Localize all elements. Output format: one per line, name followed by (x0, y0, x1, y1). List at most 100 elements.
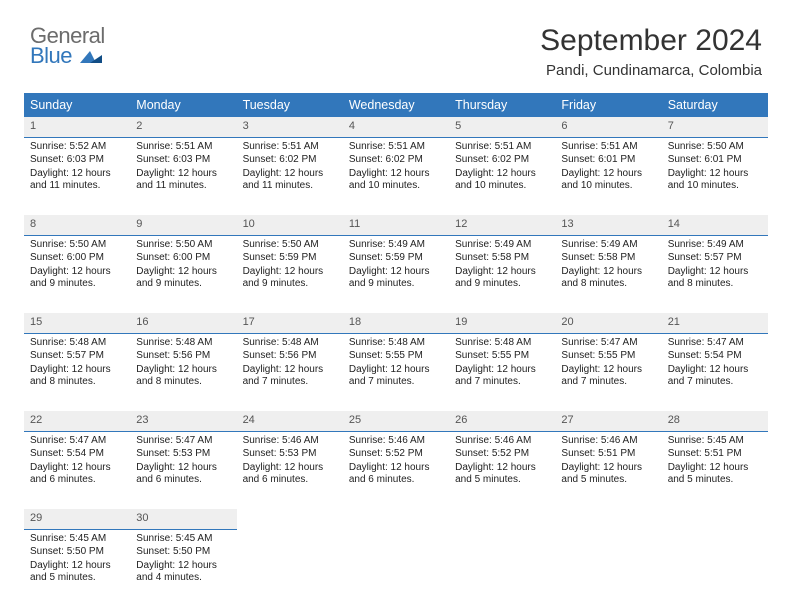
daylight-line: Daylight: 12 hours and 4 minutes. (136, 560, 230, 585)
weekday-header: Friday (555, 93, 661, 117)
day-number: 16 (130, 313, 236, 334)
day-number: 20 (555, 313, 661, 334)
calendar-day-cell: 4Sunrise: 5:51 AMSunset: 6:02 PMDaylight… (343, 117, 449, 215)
day-number: 22 (24, 411, 130, 432)
sunrise-line: Sunrise: 5:46 AM (243, 435, 337, 448)
daylight-line: Daylight: 12 hours and 10 minutes. (349, 168, 443, 193)
sunset-line: Sunset: 5:55 PM (349, 350, 443, 363)
daylight-line: Daylight: 12 hours and 6 minutes. (30, 462, 124, 487)
sunset-line: Sunset: 6:02 PM (349, 154, 443, 167)
daylight-line: Daylight: 12 hours and 7 minutes. (349, 364, 443, 389)
calendar-week-row: 8Sunrise: 5:50 AMSunset: 6:00 PMDaylight… (24, 215, 768, 313)
daylight-line: Daylight: 12 hours and 10 minutes. (455, 168, 549, 193)
weekday-header: Saturday (662, 93, 768, 117)
sunset-line: Sunset: 5:51 PM (561, 448, 655, 461)
day-number: 8 (24, 215, 130, 236)
sunset-line: Sunset: 5:54 PM (668, 350, 762, 363)
calendar-day-cell: 10 Sunrise: 5:50 AMSunset: 5:59 PMDayligh… (237, 215, 343, 313)
sunrise-line: Sunrise: 5:50 AM (668, 141, 762, 154)
day-number: 3 (237, 117, 343, 138)
daylight-line: Daylight: 12 hours and 11 minutes. (30, 168, 124, 193)
day-number: 15 (24, 313, 130, 334)
sunset-line: Sunset: 6:03 PM (136, 154, 230, 167)
day-number: 9 (130, 215, 236, 236)
day-number: 2 (130, 117, 236, 138)
logo-line2: Blue (30, 43, 72, 68)
daylight-line: Daylight: 12 hours and 11 minutes. (243, 168, 337, 193)
sunrise-line: Sunrise: 5:51 AM (243, 141, 337, 154)
sunset-line: Sunset: 6:02 PM (243, 154, 337, 167)
daylight-line: Daylight: 12 hours and 5 minutes. (455, 462, 549, 487)
calendar-day-cell: 1Sunrise: 5:52 AMSunset: 6:03 PMDaylight… (24, 117, 130, 215)
daylight-line: Daylight: 12 hours and 10 minutes. (561, 168, 655, 193)
sunrise-line: Sunrise: 5:47 AM (30, 435, 124, 448)
daylight-line: Daylight: 12 hours and 8 minutes. (561, 266, 655, 291)
day-number: 14 (662, 215, 768, 236)
sunset-line: Sunset: 5:55 PM (455, 350, 549, 363)
daylight-line: Daylight: 12 hours and 8 minutes. (136, 364, 230, 389)
weekday-header-row: Sunday Monday Tuesday Wednesday Thursday… (24, 93, 768, 117)
daylight-line: Daylight: 12 hours and 9 minutes. (136, 266, 230, 291)
daylight-line: Daylight: 12 hours and 5 minutes. (30, 560, 124, 585)
daylight-line: Daylight: 12 hours and 6 minutes. (243, 462, 337, 487)
daylight-line: Daylight: 12 hours and 7 minutes. (243, 364, 337, 389)
weekday-header: Tuesday (237, 93, 343, 117)
logo: General Blue (30, 26, 140, 66)
calendar-week-row: 15Sunrise: 5:48 AMSunset: 5:57 PMDayligh… (24, 313, 768, 411)
daylight-line: Daylight: 12 hours and 5 minutes. (561, 462, 655, 487)
daylight-line: Daylight: 12 hours and 8 minutes. (30, 364, 124, 389)
calendar-day-cell (343, 509, 449, 607)
sunset-line: Sunset: 5:53 PM (136, 448, 230, 461)
sunrise-line: Sunrise: 5:48 AM (455, 337, 549, 350)
sunrise-line: Sunrise: 5:51 AM (349, 141, 443, 154)
calendar-day-cell: 29Sunrise: 5:45 AMSunset: 5:50 PMDayligh… (24, 509, 130, 607)
calendar-day-cell: 23Sunrise: 5:47 AMSunset: 5:53 PMDayligh… (130, 411, 236, 509)
sunrise-line: Sunrise: 5:49 AM (349, 239, 443, 252)
calendar-table: Sunday Monday Tuesday Wednesday Thursday… (24, 93, 768, 607)
calendar-day-cell: 20 Sunrise: 5:47 AMSunset: 5:55 PMDayligh… (555, 313, 661, 411)
calendar-day-cell: 28Sunrise: 5:45 AMSunset: 5:51 PMDayligh… (662, 411, 768, 509)
sunrise-line: Sunrise: 5:50 AM (243, 239, 337, 252)
daylight-line: Daylight: 12 hours and 8 minutes. (668, 266, 762, 291)
day-number: 29 (24, 509, 130, 530)
sunset-line: Sunset: 5:55 PM (561, 350, 655, 363)
daylight-line: Daylight: 12 hours and 9 minutes. (243, 266, 337, 291)
sunset-line: Sunset: 6:01 PM (561, 154, 655, 167)
daylight-line: Daylight: 12 hours and 9 minutes. (455, 266, 549, 291)
daylight-line: Daylight: 12 hours and 7 minutes. (561, 364, 655, 389)
day-number: 10 (237, 215, 343, 236)
calendar-day-cell: 17Sunrise: 5:48 AMSunset: 5:56 PMDayligh… (237, 313, 343, 411)
day-number: 26 (449, 411, 555, 432)
calendar-day-cell: 19Sunrise: 5:48 AMSunset: 5:55 PMDayligh… (449, 313, 555, 411)
sunset-line: Sunset: 5:57 PM (668, 252, 762, 265)
sunset-line: Sunset: 6:03 PM (30, 154, 124, 167)
sunset-line: Sunset: 5:59 PM (243, 252, 337, 265)
calendar-day-cell: 14Sunrise: 5:49 AMSunset: 5:57 PMDayligh… (662, 215, 768, 313)
day-number: 6 (555, 117, 661, 138)
calendar-day-cell: 27Sunrise: 5:46 AMSunset: 5:51 PMDayligh… (555, 411, 661, 509)
logo-triangle-icon (80, 46, 102, 66)
sunrise-line: Sunrise: 5:46 AM (349, 435, 443, 448)
calendar-day-cell: 8Sunrise: 5:50 AMSunset: 6:00 PMDaylight… (24, 215, 130, 313)
calendar-day-cell: 21Sunrise: 5:47 AMSunset: 5:54 PMDayligh… (662, 313, 768, 411)
sunrise-line: Sunrise: 5:50 AM (136, 239, 230, 252)
calendar-week-row: 29Sunrise: 5:45 AMSunset: 5:50 PMDayligh… (24, 509, 768, 607)
day-number: 7 (662, 117, 768, 138)
sunset-line: Sunset: 5:58 PM (561, 252, 655, 265)
sunrise-line: Sunrise: 5:46 AM (455, 435, 549, 448)
day-number: 12 (449, 215, 555, 236)
calendar-day-cell: 7Sunrise: 5:50 AMSunset: 6:01 PMDaylight… (662, 117, 768, 215)
sunrise-line: Sunrise: 5:47 AM (561, 337, 655, 350)
sunrise-line: Sunrise: 5:49 AM (455, 239, 549, 252)
day-number: 21 (662, 313, 768, 334)
calendar-page: General Blue September 2024 Pandi, Cundi… (0, 0, 792, 612)
sunrise-line: Sunrise: 5:50 AM (30, 239, 124, 252)
sunrise-line: Sunrise: 5:48 AM (136, 337, 230, 350)
day-number: 1 (24, 117, 130, 138)
calendar-day-cell: 30Sunrise: 5:45 AMSunset: 5:50 PMDayligh… (130, 509, 236, 607)
calendar-day-cell: 6Sunrise: 5:51 AMSunset: 6:01 PMDaylight… (555, 117, 661, 215)
sunrise-line: Sunrise: 5:47 AM (136, 435, 230, 448)
day-number: 17 (237, 313, 343, 334)
daylight-line: Daylight: 12 hours and 7 minutes. (668, 364, 762, 389)
day-number: 19 (449, 313, 555, 334)
